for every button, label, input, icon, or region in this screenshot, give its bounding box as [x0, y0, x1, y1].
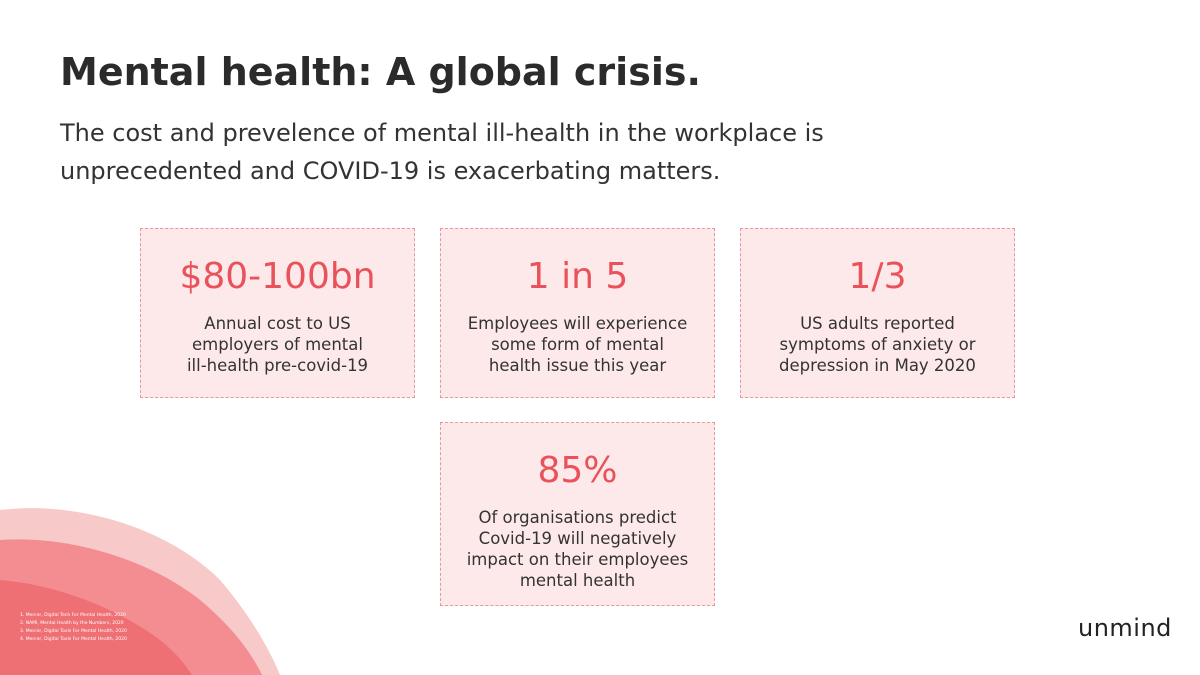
description-line: mental health [519, 571, 636, 590]
stat-card: 1/3 US adults reported symptoms of anxiety… [740, 228, 1015, 398]
description-line: symptoms of anxiety or [779, 335, 976, 354]
title: Mental health: A global crisis. [60, 50, 701, 94]
description-line: ill-health pre-covid-19 [186, 356, 369, 375]
stat-value: $80-100bn [179, 256, 376, 297]
description-line: depression in May 2020 [779, 356, 976, 375]
stat-value: 1/3 [848, 256, 907, 297]
stat-description: Annual cost to US employers of mental ill-… [141, 313, 414, 376]
footnote: 1. Mercer, Digital Tech For Mental Healt… [20, 613, 126, 618]
description-line: health issue this year [488, 356, 667, 375]
stat-value: 85% [537, 450, 618, 491]
description-line: impact on their employees [466, 550, 689, 569]
subtitle-line: unprecedented and COVID-19 is exacerbati… [60, 157, 721, 185]
description-line: Covid-19 will negatively [478, 529, 677, 548]
stat-card: $80-100bn Annual cost to US employers of m… [140, 228, 415, 398]
stat-description: US adults reported symptoms of anxiety or… [741, 313, 1014, 376]
logo: unmind [1078, 614, 1172, 642]
subtitle: The cost and prevelence of mental ill-he… [60, 114, 824, 190]
stat-description: Employees will experience some form of me… [441, 313, 714, 376]
stat-value: 1 in 5 [526, 256, 629, 297]
description-line: Annual cost to US [204, 314, 351, 333]
description-line: Employees will experience [467, 314, 688, 333]
description-line: some form of mental [491, 335, 664, 354]
footnotes: 1. Mercer, Digital Tech For Mental Healt… [20, 612, 127, 644]
stat-card: 85% Of organisations predict Covid-19 will… [440, 422, 715, 606]
description-line: US adults reported [800, 314, 955, 333]
subtitle-line: The cost and prevelence of mental ill-he… [60, 119, 824, 147]
description-line: employers of mental [192, 335, 363, 354]
stat-description: Of organisations predict Covid-19 will ne… [441, 507, 714, 591]
footnote: 2. NAMI, Mental Health by the Numbers, 2… [20, 621, 124, 626]
footnote: 4. Mercer, Digital Tools For Mental Heal… [20, 637, 127, 642]
description-line: Of organisations predict [478, 508, 677, 527]
stat-card: 1 in 5 Employees will experience some form… [440, 228, 715, 398]
footnote: 3. Mercer, Digital Tools For Mental Heal… [20, 629, 127, 634]
